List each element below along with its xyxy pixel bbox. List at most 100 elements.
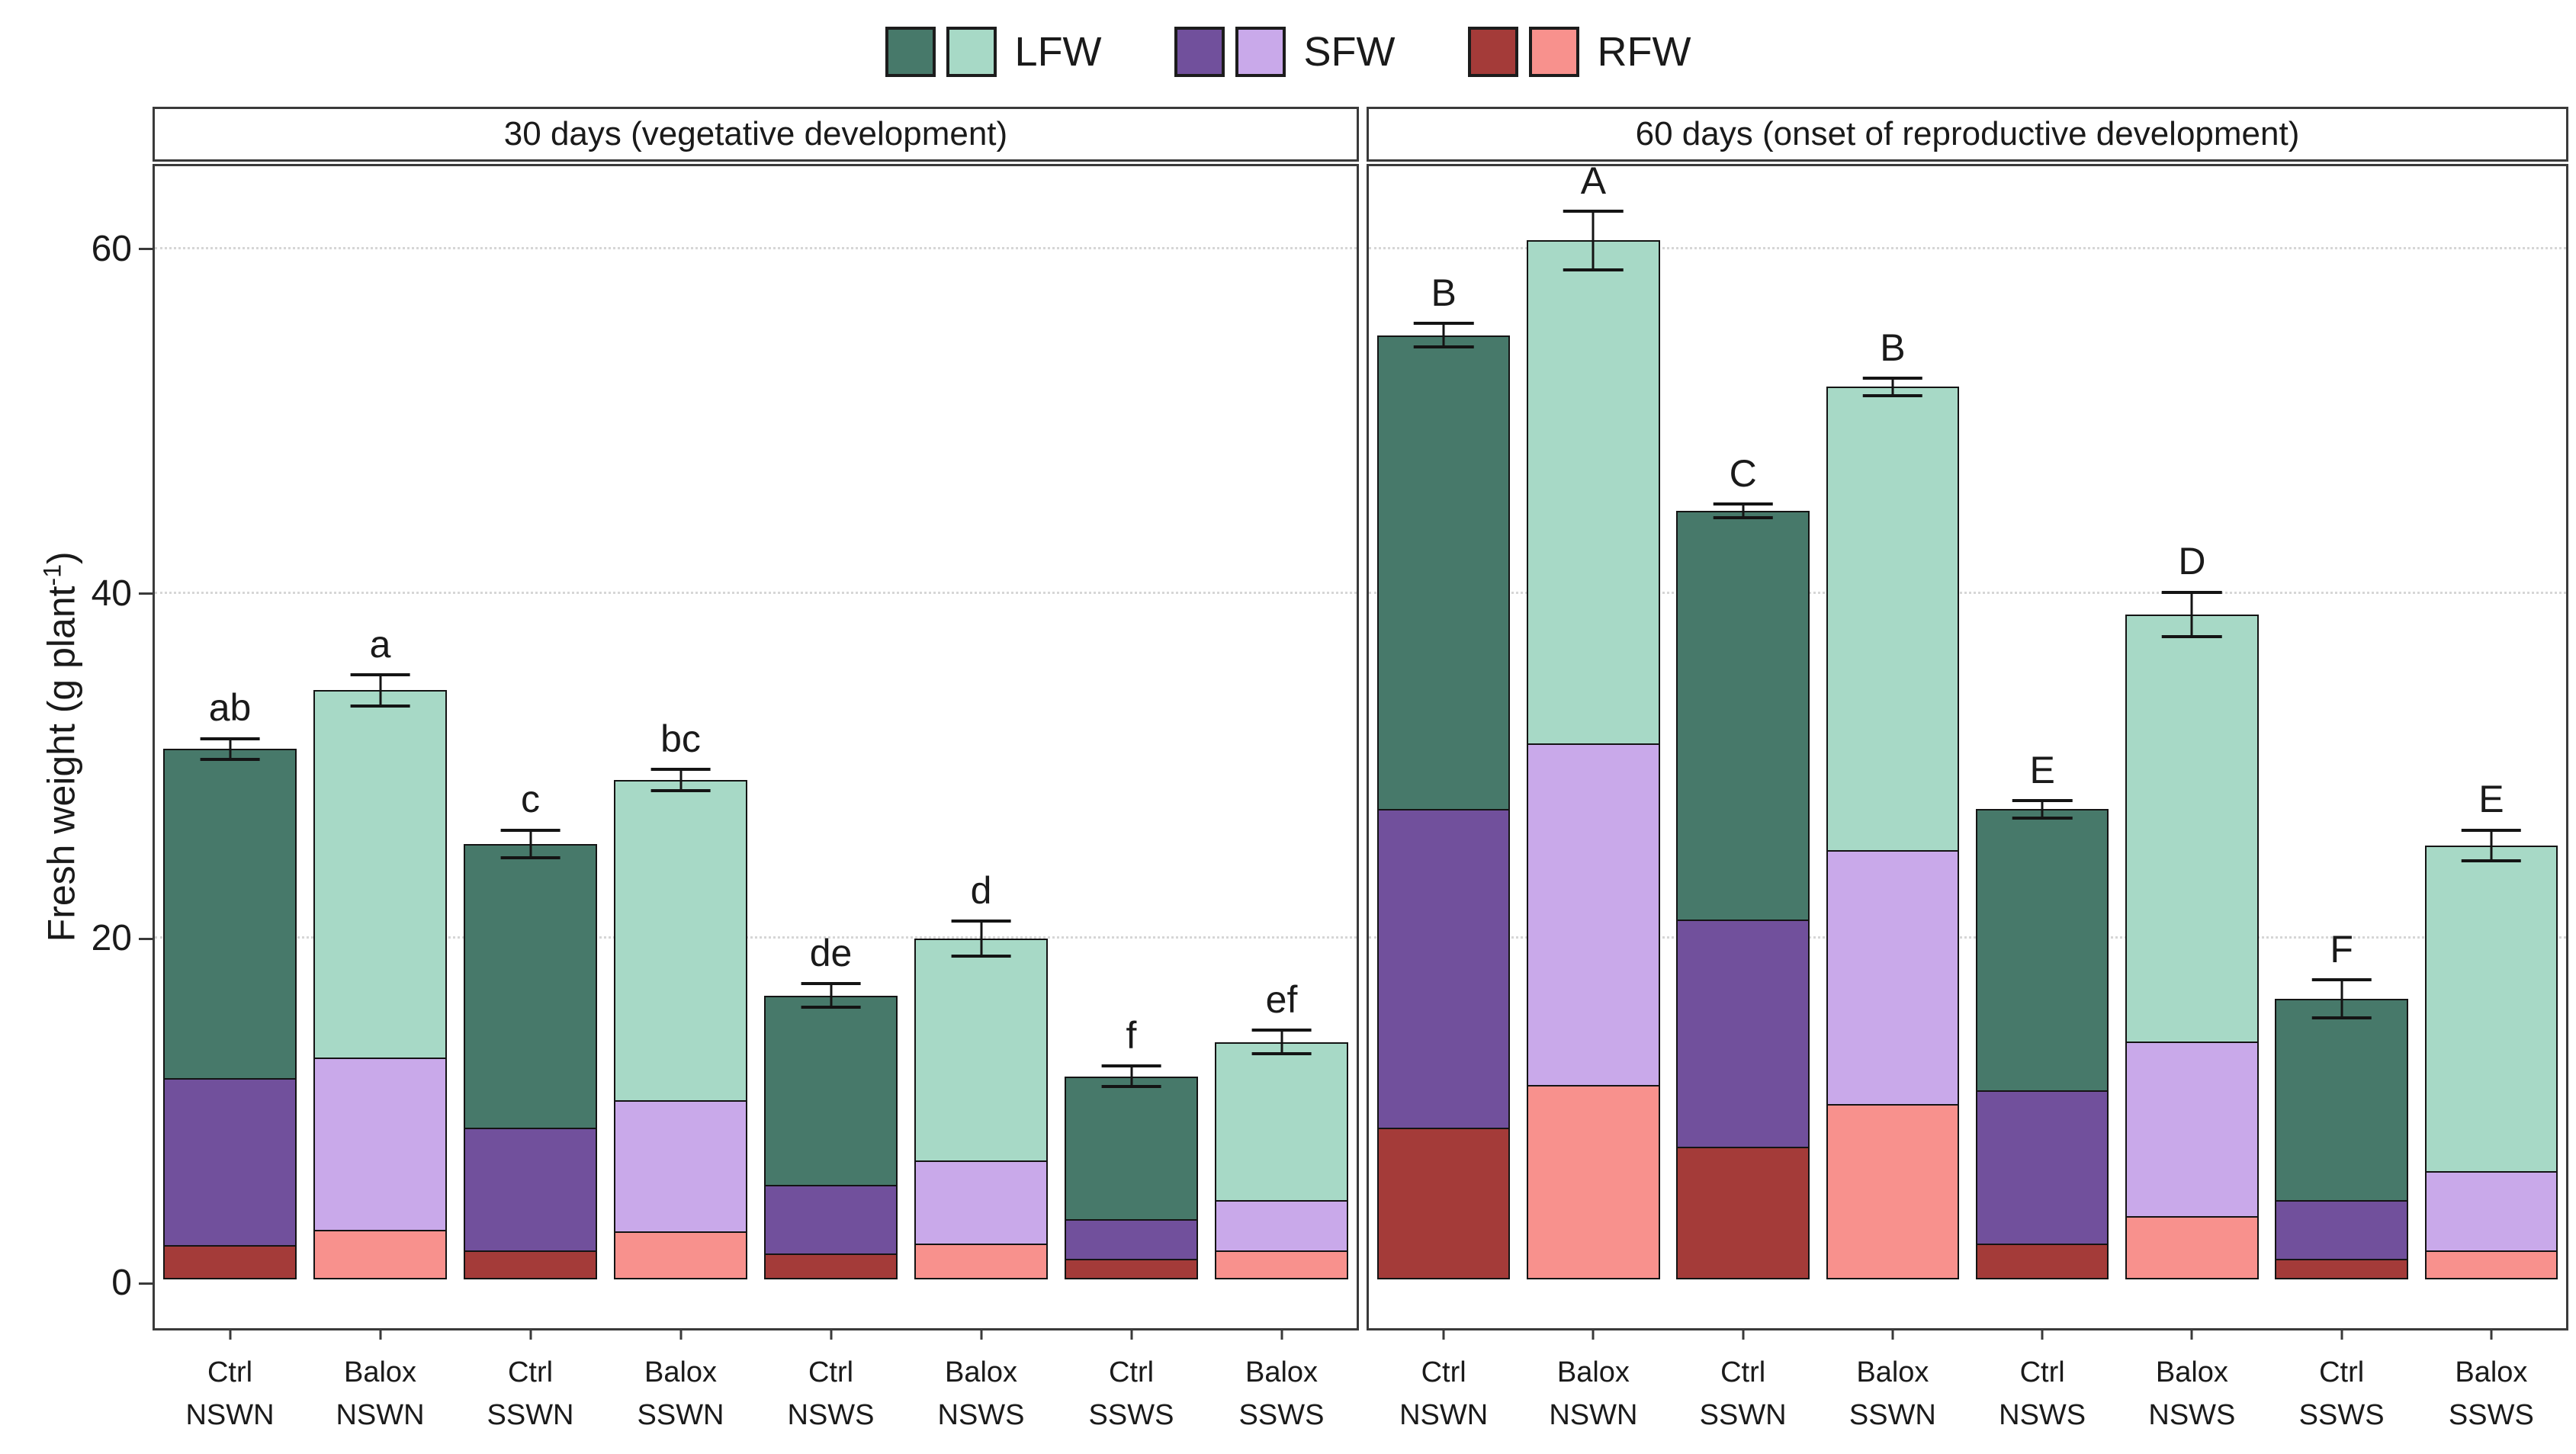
- bar-segment-rfw: [2424, 1250, 2558, 1280]
- y-axis-tick-label-40: 40: [91, 573, 132, 614]
- gridline-60: [1369, 246, 2566, 249]
- bar-segment-lfw: [162, 749, 297, 1080]
- error-bar-cap-bottom: [2162, 635, 2222, 639]
- stacked-bar-balox-ssws: [1214, 1042, 1349, 1284]
- bar-segment-sfw: [1376, 809, 1511, 1130]
- treatment-label: Balox: [944, 1356, 1018, 1388]
- x-axis-label-balox-sswn: Balox SSWN: [605, 1351, 756, 1436]
- significance-letter: B: [1431, 271, 1457, 314]
- bar-segment-rfw: [1527, 1084, 1660, 1280]
- x-axis-tick: [2340, 1328, 2343, 1340]
- significance-letter: ab: [208, 686, 252, 730]
- panel-60-days: 60 days (onset of reproductive developme…: [1367, 107, 2568, 1431]
- error-bar-cap-bottom: [2461, 859, 2522, 863]
- stacked-bar-ctrl-ssws: [2275, 999, 2408, 1283]
- treatment-label: Ctrl: [507, 1356, 554, 1388]
- stacked-bar-balox-nsws: [2125, 614, 2259, 1283]
- error-bar-stem: [2490, 830, 2493, 862]
- significance-letter: bc: [660, 717, 701, 761]
- x-axis-label-ctrl-sswn: Ctrl SSWN: [455, 1351, 605, 1436]
- condition-label: SSWS: [2298, 1399, 2385, 1431]
- error-bar-cap-bottom: [2012, 816, 2073, 820]
- significance-letter: f: [1126, 1014, 1137, 1058]
- panel-30-days-title: 30 days (vegetative development): [503, 115, 1008, 152]
- gridline-60: [155, 246, 1357, 249]
- bar-segment-rfw: [1214, 1250, 1349, 1280]
- x-axis-label-balox-nswn: Balox NSWN: [1518, 1351, 1668, 1436]
- bar-segment-lfw: [1676, 511, 1810, 922]
- stacked-bar-balox-sswn: [613, 779, 748, 1283]
- panel-60-days-title-strip: 60 days (onset of reproductive developme…: [1367, 107, 2568, 162]
- error-bar-cap-bottom: [2311, 1016, 2372, 1019]
- treatment-label: Balox: [644, 1356, 718, 1388]
- error-bar-cap-top: [2012, 799, 2073, 803]
- x-axis-tick: [679, 1328, 682, 1340]
- bar-segment-lfw: [1527, 240, 1660, 746]
- error-bar-cap-bottom: [350, 704, 410, 708]
- x-axis-tick: [980, 1328, 982, 1340]
- x-axis-label-ctrl-ssws: Ctrl SSWS: [1056, 1351, 1206, 1436]
- bar-segment-rfw: [1676, 1147, 1810, 1280]
- error-bar-stem: [1592, 210, 1595, 270]
- panel-30-days-plot-area: 0 20 40 60 ab Ctrl NSWN a Balox NSWN c Ctrl SSWN bc Ba…: [92, 164, 1359, 1431]
- panel-60-days-plot-area: B Ctrl NSWN A Balox NSWN C Ctrl SSWN B Balox SSWN E C…: [1367, 162, 2568, 1431]
- error-bar-stem: [2041, 801, 2044, 818]
- treatment-label: Ctrl: [1421, 1356, 1466, 1388]
- error-bar-stem: [980, 921, 982, 956]
- error-bar-stem: [229, 738, 231, 759]
- stacked-bar-balox-ssws: [2424, 845, 2558, 1283]
- bar-segment-rfw: [914, 1243, 1049, 1280]
- stacked-bar-balox-nswn: [1527, 240, 1660, 1283]
- treatment-label: Ctrl: [1720, 1356, 1766, 1388]
- y-axis-tick-label-20: 20: [91, 918, 132, 958]
- error-bar-cap-bottom: [500, 855, 560, 859]
- bar-segment-sfw: [613, 1100, 748, 1234]
- bar-segment-rfw: [313, 1229, 448, 1280]
- bar-segment-sfw: [1214, 1200, 1349, 1253]
- legend-item-rfw: RFW: [1467, 27, 1691, 77]
- bar-segment-lfw: [1975, 809, 2109, 1093]
- bar-segment-sfw: [763, 1185, 898, 1256]
- error-bar-cap-top: [500, 828, 560, 832]
- error-bar-cap-bottom: [1251, 1052, 1312, 1056]
- bar-segment-rfw: [1376, 1128, 1511, 1280]
- x-axis-tick: [1742, 1328, 1745, 1340]
- error-bar-cap-bottom: [951, 954, 1011, 958]
- y-axis-tick-20: [139, 937, 153, 940]
- x-axis-tick: [2490, 1328, 2493, 1340]
- bar-segment-lfw: [1826, 387, 1960, 852]
- condition-label: SSWN: [1848, 1399, 1936, 1431]
- error-bar-cap-top: [350, 673, 410, 677]
- error-bar-cap-top: [801, 981, 861, 985]
- treatment-label: Ctrl: [207, 1356, 253, 1388]
- error-bar-cap-top: [1101, 1064, 1161, 1068]
- x-axis-tick: [1891, 1328, 1894, 1340]
- legend-item-lfw: LFW: [885, 27, 1102, 77]
- error-bar-cap-bottom: [1713, 516, 1773, 520]
- x-axis-tick: [229, 1328, 231, 1340]
- error-bar-stem: [1280, 1029, 1283, 1054]
- significance-letter: c: [521, 778, 540, 821]
- bar-segment-lfw: [613, 779, 748, 1103]
- significance-letter: ef: [1265, 977, 1298, 1021]
- bar-segment-lfw: [914, 939, 1049, 1163]
- bar-segment-sfw: [2125, 1042, 2259, 1218]
- error-bar-cap-top: [650, 768, 711, 772]
- y-axis-tick-40: [139, 592, 153, 595]
- significance-letter: a: [369, 622, 391, 666]
- y-axis-tick-label-0: 0: [111, 1263, 132, 1304]
- treatment-label: Balox: [1245, 1356, 1319, 1388]
- x-axis-tick: [830, 1328, 832, 1340]
- bar-segment-rfw: [1975, 1243, 2109, 1280]
- bar-segment-sfw: [313, 1057, 448, 1232]
- y-axis-tick-0: [139, 1282, 153, 1285]
- error-bar-stem: [2340, 980, 2343, 1018]
- treatment-label: Ctrl: [2319, 1356, 2365, 1388]
- treatment-label: Ctrl: [2019, 1356, 2065, 1388]
- stacked-bar-ctrl-sswn: [463, 843, 598, 1284]
- significance-letter: E: [2029, 748, 2055, 791]
- bar-segment-lfw: [2125, 614, 2259, 1044]
- condition-label: SSWN: [1699, 1399, 1787, 1431]
- sfw-light-swatch: [1235, 27, 1286, 77]
- condition-label: SSWS: [2448, 1399, 2534, 1431]
